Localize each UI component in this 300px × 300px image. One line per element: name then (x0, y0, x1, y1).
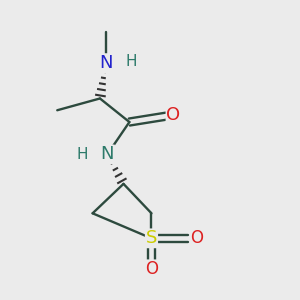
Text: S: S (146, 229, 157, 247)
Text: N: N (99, 54, 112, 72)
Text: N: N (100, 146, 114, 164)
Text: H: H (76, 147, 88, 162)
Text: O: O (190, 229, 204, 247)
Text: O: O (167, 106, 181, 124)
Text: O: O (145, 260, 158, 278)
Text: H: H (125, 54, 136, 69)
